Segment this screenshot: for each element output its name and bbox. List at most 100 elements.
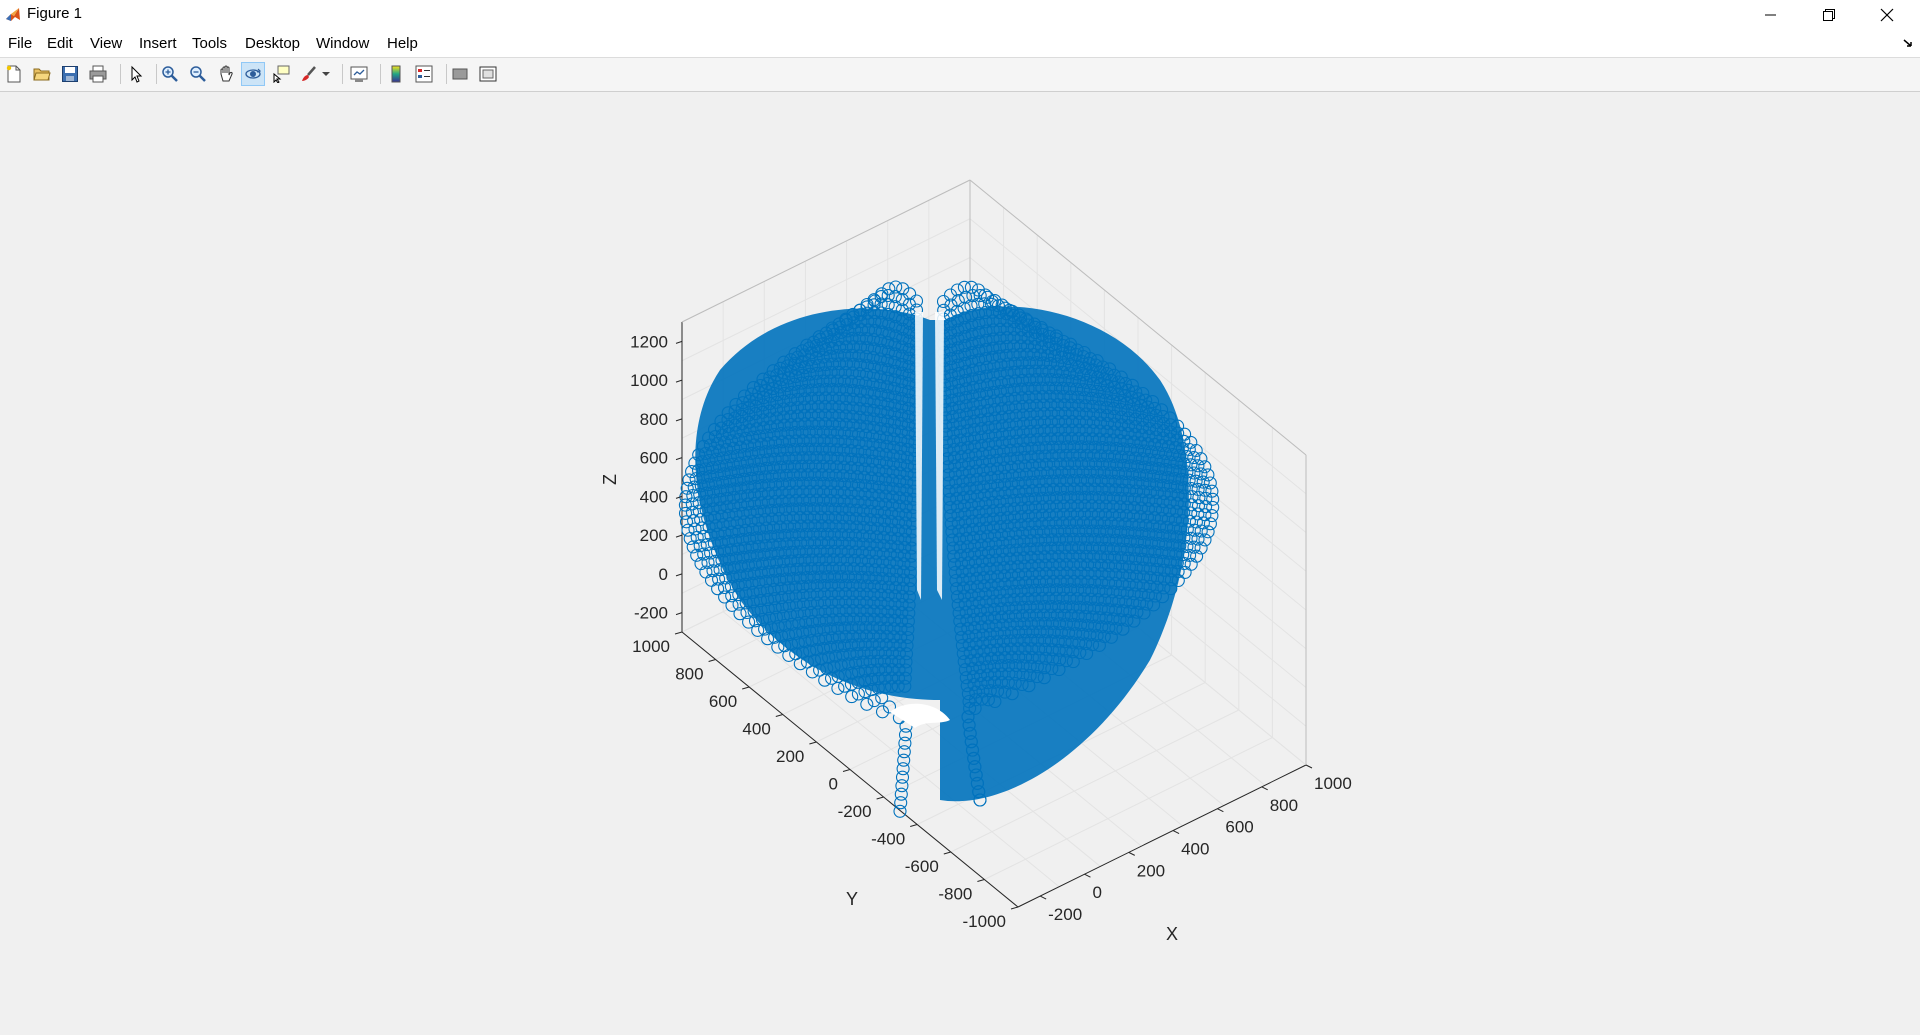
scatter-point: [949, 483, 963, 497]
link-plot-button[interactable]: [347, 62, 371, 86]
pan-button[interactable]: [214, 62, 238, 86]
scatter-point: [762, 611, 777, 625]
dock-figure-icon[interactable]: [1902, 38, 1914, 48]
menu-tools[interactable]: Tools: [192, 35, 228, 52]
scatter-point: [810, 596, 825, 610]
scatter-point: [773, 520, 787, 534]
scatter-point: [972, 497, 986, 511]
scatter-point: [993, 331, 1007, 345]
scatter-point: [1064, 583, 1078, 597]
menu-view[interactable]: View: [90, 35, 123, 52]
scatter-point: [1031, 550, 1045, 564]
scatter-point: [973, 661, 987, 675]
show-plot-tools-button[interactable]: [476, 62, 500, 86]
scatter-point: [965, 596, 979, 610]
data-cursor-button[interactable]: [269, 62, 293, 86]
print-button[interactable]: [86, 62, 110, 86]
hide-plot-tools-button[interactable]: [448, 62, 472, 86]
scatter-point: [978, 297, 992, 311]
rotate-3d-button[interactable]: [241, 62, 265, 86]
edit-plot-button[interactable]: [124, 62, 148, 86]
save-button[interactable]: [58, 62, 82, 86]
scatter-point: [713, 484, 727, 498]
scatter-point: [800, 510, 814, 524]
scatter-point: [1021, 382, 1035, 396]
scatter-point: [775, 600, 789, 614]
scatter-point: [1047, 625, 1061, 639]
scatter-point: [818, 596, 832, 610]
brush-dropdown-button[interactable]: [319, 62, 333, 86]
scatter-point: [1085, 584, 1099, 598]
scatter-point: [746, 595, 760, 609]
scatter-point: [794, 519, 808, 533]
zoom-out-button[interactable]: [186, 62, 210, 86]
scatter-point: [853, 308, 867, 322]
scatter-point: [1049, 332, 1064, 346]
axes-3d[interactable]: -200020040060080010001200-1000-800-600-4…: [0, 92, 1920, 1030]
scatter-point: [775, 494, 789, 508]
scatter-point: [804, 408, 818, 422]
menu-help[interactable]: Help: [387, 35, 418, 52]
menu-file[interactable]: File: [8, 35, 33, 52]
scatter-point: [1150, 571, 1165, 585]
scatter-point: [775, 591, 789, 605]
scatter-point: [902, 368, 916, 382]
scatter-point: [874, 396, 888, 410]
scatter-point: [716, 451, 730, 465]
open-file-button[interactable]: [30, 62, 54, 86]
restore-button[interactable]: [1800, 0, 1858, 30]
y-tick-mark: [977, 879, 985, 882]
insert-colorbar-button[interactable]: [384, 62, 408, 86]
scatter-point: [708, 510, 722, 524]
scatter-point: [849, 511, 863, 526]
scatter-point: [1016, 542, 1030, 557]
scatter-point: [853, 358, 867, 372]
scatter-point: [1157, 581, 1171, 595]
scatter-point: [951, 332, 965, 346]
scatter-point: [979, 587, 993, 601]
scatter-point: [895, 349, 909, 363]
insert-legend-button[interactable]: [412, 62, 436, 86]
scatter-point: [685, 505, 699, 519]
brush-button[interactable]: [297, 62, 321, 86]
menu-insert[interactable]: Insert: [139, 35, 177, 52]
minimize-button[interactable]: [1742, 0, 1800, 30]
menu-window[interactable]: Window: [316, 35, 370, 52]
scatter-point: [803, 588, 817, 602]
scatter-point: [967, 751, 981, 765]
menu-edit[interactable]: Edit: [47, 35, 73, 52]
scatter-point: [1127, 435, 1141, 449]
scatter-point: [864, 521, 878, 535]
scatter-point: [890, 572, 904, 587]
scatter-point: [970, 776, 984, 790]
scatter-point: [883, 555, 897, 570]
scatter-point: [1076, 515, 1091, 530]
scatter-point: [1051, 432, 1065, 446]
scatter-point: [983, 562, 997, 576]
scatter-point: [946, 418, 960, 432]
scatter-point: [867, 420, 881, 435]
scatter-point: [1072, 406, 1086, 421]
scatter-point: [965, 354, 979, 369]
close-button[interactable]: [1858, 0, 1916, 30]
scatter-point: [791, 417, 805, 431]
new-figure-button[interactable]: [2, 62, 26, 86]
scatter-point: [1081, 482, 1095, 496]
scatter-point: [977, 471, 991, 486]
scatter-point: [824, 671, 839, 685]
zoom-in-button[interactable]: [158, 62, 182, 86]
figure-canvas[interactable]: -200 0 200 400 600 800 1000 1200 -1000 -800 -600 -4…: [0, 92, 1920, 1030]
y-tick-mark: [742, 686, 750, 690]
scatter-point: [822, 468, 836, 482]
scatter-point: [1081, 566, 1095, 580]
scatter-point: [1086, 424, 1100, 438]
scatter-point: [1135, 413, 1150, 427]
scatter-point: [786, 468, 800, 482]
scatter-point: [986, 385, 1000, 399]
scatter-point: [986, 512, 1000, 526]
scatter-point: [769, 477, 783, 491]
scatter-point: [1184, 458, 1198, 472]
menu-desktop[interactable]: Desktop: [245, 35, 301, 52]
scatter-point: [1014, 501, 1028, 515]
scatter-point: [833, 553, 847, 567]
